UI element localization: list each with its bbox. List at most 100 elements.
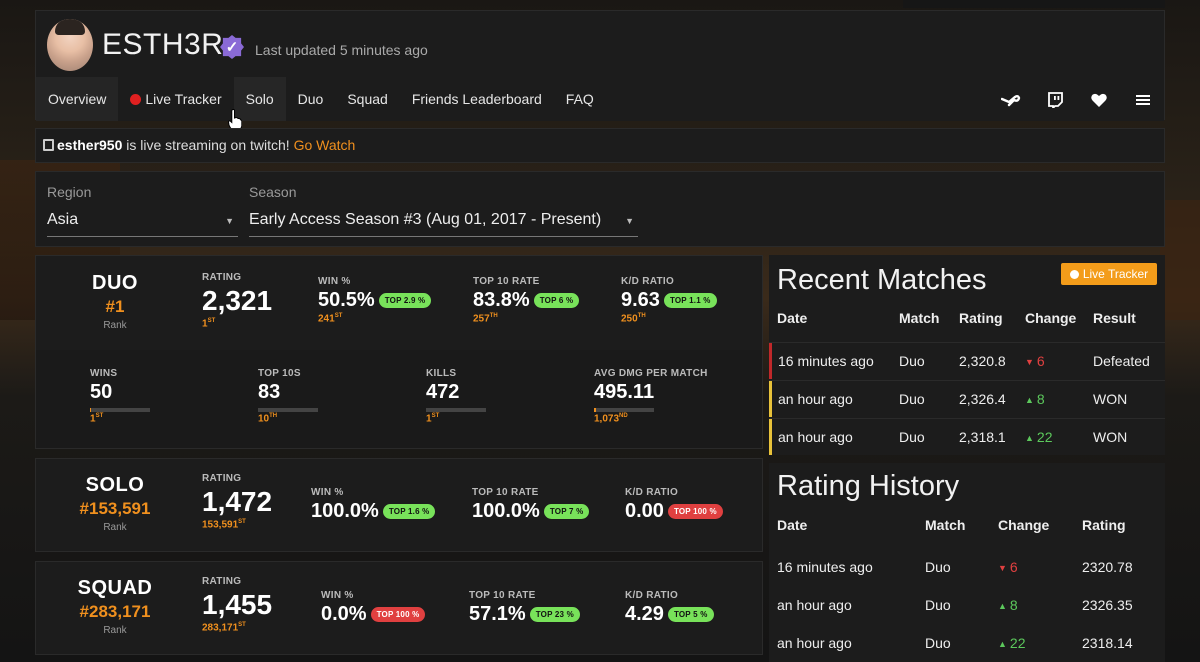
metric-value-row: 0.00 TOP 100 % [625,500,723,523]
cell-change: ▲ 22 [1025,429,1053,445]
tab-label: Live Tracker [145,91,222,107]
cell-result: WON [1093,429,1128,445]
top10-metric: TOP 10 RATE 83.8% TOP 6 % 257TH [473,276,580,324]
tab-live-tracker[interactable]: Live Tracker [118,77,233,121]
metric-label: TOP 10 RATE [469,590,536,601]
top10-metric: TOP 10 RATE 57.1% TOP 23 % [469,590,580,626]
mode-block: SOLO #153,591 Rank [60,474,170,533]
percentile-badge: TOP 7 % [543,504,590,519]
mode-rank: #1 [105,297,125,316]
arrow-up-icon: ▲ [1025,395,1034,405]
rank-num: 1,073 [594,413,620,425]
percentile-badge: TOP 100 % [667,504,723,519]
tab-overview[interactable]: Overview [36,77,119,121]
recent-matches-title: Recent Matches [777,264,987,296]
season-select[interactable]: Early Access Season #3 (Aug 01, 2017 - P… [249,210,638,237]
top10-metric: TOP 10 RATE 100.0% TOP 7 % [472,487,590,523]
metric-rank: 257TH [473,313,579,324]
tab-duo[interactable]: Duo [286,77,336,121]
col-header: Match [925,517,966,533]
col-header: Change [998,517,1050,533]
steam-icon[interactable] [998,87,1024,113]
rank-num: 1 [90,413,96,425]
twitch-icon[interactable] [1042,87,1068,113]
metric-rank: 250TH [621,313,717,324]
metric-value-row: 50.5% TOP 2.9 % [318,289,432,312]
profile-header: ESTH3R ✓ Last updated 5 minutes ago Over… [35,10,1165,121]
tab-squad[interactable]: Squad [335,77,399,121]
percentile-badge: TOP 23 % [529,607,580,622]
kd-metric: K/D RATIO 4.29 TOP 5 % [625,590,714,626]
result-indicator [769,343,772,379]
mouse-cursor-icon [228,109,242,131]
heart-icon[interactable] [1086,87,1112,113]
rank-suffix: ST [238,519,246,525]
rank-suffix: TH [637,313,646,319]
change-value: 6 [1036,353,1045,369]
table-row[interactable]: 16 minutes ago Duo ▼ 6 2320.78 [769,549,1165,586]
avatar[interactable] [47,19,93,71]
mode-name: SQUAD [77,577,153,599]
table-row[interactable]: an hour ago Duo ▲ 22 2318.14 [769,625,1165,662]
metric-value: 83.8% [473,289,530,311]
percentile-badge: TOP 1.1 % [663,293,717,308]
metric-label: WIN % [311,487,344,498]
metric-value: 0.0% [321,603,367,625]
cell-date: 16 minutes ago [778,353,874,369]
metric-value: 472 [426,381,460,403]
table-row[interactable]: an hour ago Duo 2,318.1 ▲ 22 WON [769,418,1165,455]
metric-label: KILLS [426,368,457,379]
cell-date: an hour ago [777,635,852,651]
col-header: Rating [959,310,1003,326]
duo-detail-stats: WINS 50 1ST TOP 10S 83 10TH KILLS 472 1S… [36,350,762,448]
wins-metric: WINS 50 1ST [90,368,150,424]
live-tracker-button[interactable]: Live Tracker [1061,263,1157,285]
metric-value-row: 0.0% TOP 100 % [321,603,426,626]
metric-value-row: 9.63 TOP 1.1 % [621,289,717,312]
table-row[interactable]: 16 minutes ago Duo 2,320.8 ▼ 6 Defeated [769,342,1165,379]
table-row[interactable]: an hour ago Duo ▲ 8 2326.35 [769,587,1165,624]
top10s-metric: TOP 10S 83 10TH [258,368,318,424]
cell-result: Defeated [1093,353,1150,369]
change-value: 22 [1036,429,1053,445]
cell-match: Duo [925,597,951,613]
tab-solo[interactable]: Solo [233,77,286,121]
metric-label: K/D RATIO [625,590,679,601]
result-indicator [769,419,772,455]
tab-label: Overview [48,91,107,107]
rank-num: 283,171 [202,622,239,634]
go-watch-link[interactable]: Go Watch [293,137,356,153]
nav-tabs: Overview Live Tracker Solo Duo Squad Fri… [36,77,1164,121]
rank-suffix: ST [95,413,104,419]
twitch-channel[interactable]: esther950 [57,137,123,153]
rank-suffix: TH [269,413,278,419]
tab-faq[interactable]: FAQ [554,77,606,121]
cell-change: ▲ 8 [998,597,1018,613]
nav-icons [998,87,1156,113]
metric-value-row: 83.8% TOP 6 % [473,289,580,312]
metric-label: TOP 10S [258,368,301,379]
kills-metric: KILLS 472 1ST [426,368,486,424]
rank-num: 250 [621,313,638,325]
metric-label: TOP 10 RATE [473,276,540,287]
col-header: Change [1025,310,1077,326]
table-row[interactable]: an hour ago Duo 2,326.4 ▲ 8 WON [769,380,1165,417]
tab-friends-leaderboard[interactable]: Friends Leaderboard [400,77,554,121]
metric-rank: 241ST [318,313,431,324]
col-header: Date [777,517,808,533]
cell-rating: 2,320.8 [959,353,1006,369]
metric-rank: 1ST [202,318,272,329]
tab-label: Friends Leaderboard [411,91,542,107]
username: ESTH3R [102,28,224,61]
region-select[interactable]: Asia ▼ [47,210,238,237]
change-value: 8 [1036,391,1045,407]
metric-rank: 1ST [90,413,150,424]
percentile-badge: TOP 6 % [533,293,580,308]
metric-label: AVG DMG PER MATCH [594,368,708,379]
rank-num: 257 [473,313,490,325]
menu-icon[interactable] [1130,87,1156,113]
col-header: Rating [1082,517,1126,533]
metric-rank: 283,171ST [202,622,272,633]
cell-match: Duo [899,353,925,369]
cell-change: ▲ 8 [1025,391,1045,407]
